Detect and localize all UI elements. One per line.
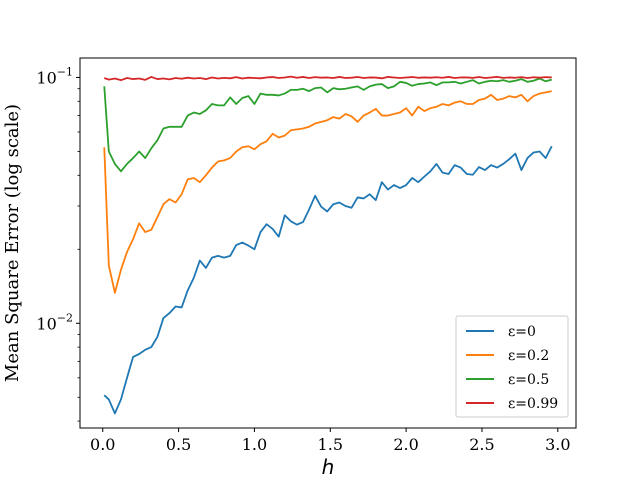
legend-label-3: ε=0.99 bbox=[508, 396, 558, 412]
x-tick-label: 1.0 bbox=[242, 435, 267, 454]
legend-label-1: ε=0.2 bbox=[508, 348, 549, 364]
legend-label-2: ε=0.5 bbox=[508, 372, 549, 388]
x-tick-label: 0.5 bbox=[166, 435, 191, 454]
x-tick-label: 2.5 bbox=[469, 435, 494, 454]
x-tick-label: 2.0 bbox=[393, 435, 418, 454]
x-ticks: 0.0 0.5 1.0 1.5 2.0 2.5 3.0 bbox=[90, 428, 571, 454]
series-line-2 bbox=[103, 77, 552, 173]
series-line-3 bbox=[103, 75, 552, 82]
x-axis-label: h bbox=[322, 455, 335, 479]
plot-frame bbox=[79, 57, 577, 429]
series-line-1 bbox=[103, 90, 552, 294]
legend-label-0: ε=0 bbox=[508, 324, 536, 340]
x-tick-label: 1.5 bbox=[318, 435, 343, 454]
series-layer bbox=[103, 75, 553, 415]
x-tick-label: 0.0 bbox=[90, 435, 115, 454]
legend: ε=0 ε=0.2 ε=0.5 ε=0.99 bbox=[455, 315, 569, 418]
series-line-0 bbox=[103, 145, 553, 415]
legend-box bbox=[455, 315, 569, 418]
x-tick-label: 3.0 bbox=[545, 435, 570, 454]
y-axis-label: Mean Square Error (log scale) bbox=[2, 104, 23, 382]
